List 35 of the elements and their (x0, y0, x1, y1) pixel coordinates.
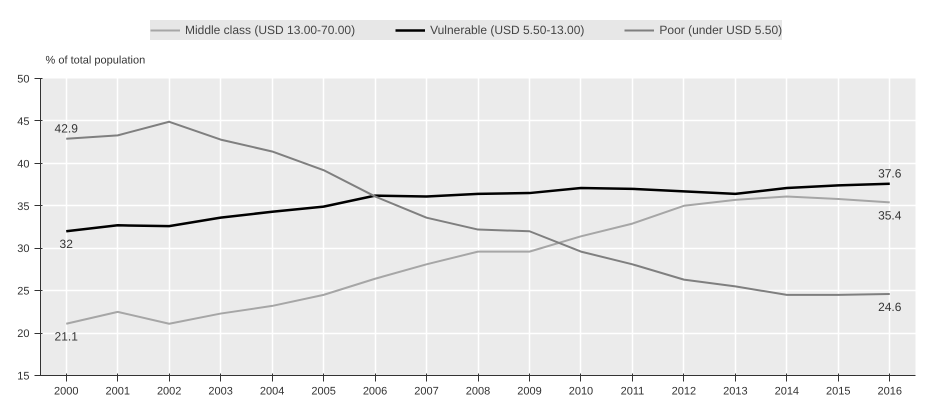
x-tick-label: 2009 (517, 386, 542, 398)
x-tick-label: 2002 (156, 386, 182, 398)
x-tick-label: 2007 (414, 386, 439, 398)
y-tick-label: 40 (17, 158, 30, 170)
x-tick-label: 2014 (774, 386, 800, 398)
x-tick-label: 2005 (311, 386, 336, 398)
data-label: 37.6 (878, 166, 902, 181)
y-axis-title: % of total population (46, 54, 146, 66)
y-tick-label: 50 (17, 74, 30, 86)
x-tick-label: 2010 (568, 386, 594, 398)
x-tick-label: 2003 (208, 386, 233, 398)
data-label: 32 (60, 237, 74, 252)
x-tick-label: 2006 (362, 386, 388, 398)
data-label: 42.9 (54, 122, 78, 136)
x-tick-label: 2016 (878, 386, 902, 398)
x-tick-label: 2004 (260, 386, 284, 398)
x-tick-label: 2012 (672, 386, 696, 398)
x-tick-label: 2008 (466, 386, 490, 398)
data-label: 21.1 (54, 330, 78, 344)
y-tick-label: 35 (17, 200, 30, 213)
y-tick-label: 45 (17, 116, 30, 128)
legend-label: Middle class (USD 13.00-70.00) (185, 23, 356, 37)
x-tick-label: 2013 (723, 386, 748, 398)
legend-label: Poor (under USD 5.50) (659, 23, 782, 37)
x-tick-label: 2011 (620, 386, 644, 398)
x-tick-label: 2000 (54, 386, 78, 398)
x-tick-label: 2001 (105, 386, 130, 398)
y-tick-label: 25 (17, 286, 30, 298)
x-tick-label: 2015 (826, 386, 851, 398)
data-label: 24.6 (878, 300, 902, 314)
y-tick-label: 30 (17, 243, 30, 256)
data-label: 35.4 (878, 208, 902, 222)
y-tick-label: 15 (17, 370, 30, 382)
y-tick-label: 20 (17, 328, 30, 340)
legend-label: Vulnerable (USD 5.50-13.00) (430, 23, 584, 37)
